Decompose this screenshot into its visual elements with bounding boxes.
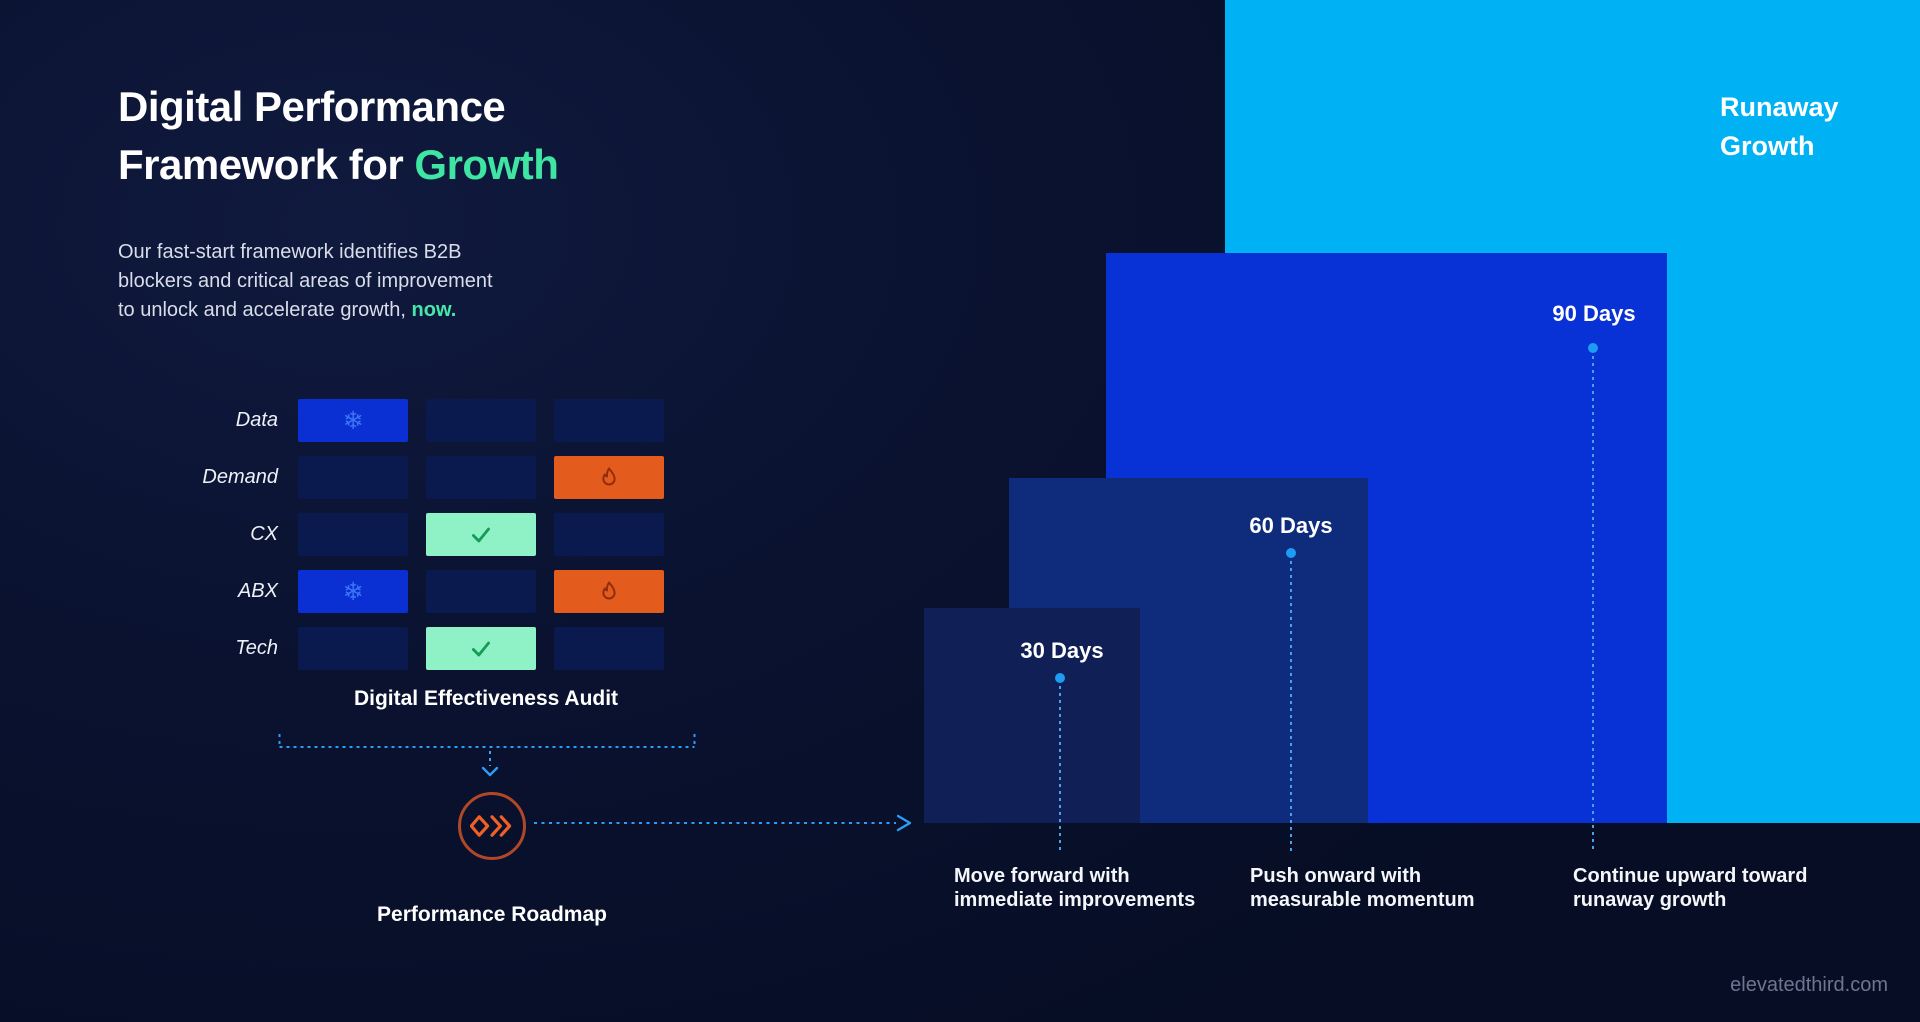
bar-30-days bbox=[924, 608, 1140, 823]
callout-line-60 bbox=[1290, 561, 1292, 853]
dot-30-days bbox=[1055, 673, 1065, 683]
roadmap-badge bbox=[458, 792, 526, 860]
audit-row-label: Demand bbox=[202, 466, 278, 488]
runaway-growth-label: Runaway Growth bbox=[1720, 92, 1839, 161]
audit-cell-good bbox=[426, 627, 536, 670]
label-30-days: 30 Days bbox=[1020, 638, 1104, 663]
desc-60-days: Push onward with measurable momentum bbox=[1250, 865, 1475, 911]
audit-matrix: Data ❄ Demand CX ABX ❄ Tech bbox=[130, 399, 664, 670]
audit-cell-hot bbox=[554, 456, 664, 499]
audit-cell-empty bbox=[426, 399, 536, 442]
audit-cell-empty bbox=[554, 399, 664, 442]
audit-row-label: Tech bbox=[235, 637, 278, 659]
callout-line-30 bbox=[1059, 686, 1061, 853]
audit-cell-empty bbox=[426, 570, 536, 613]
check-icon bbox=[472, 641, 490, 656]
website-url: elevatedthird.com bbox=[1730, 974, 1888, 996]
desc-90-days: Continue upward toward runaway growth bbox=[1573, 865, 1808, 911]
audit-cell-empty bbox=[554, 513, 664, 556]
audit-cell-empty bbox=[298, 627, 408, 670]
title-accent: Growth bbox=[414, 141, 559, 188]
bracket-drop-line bbox=[489, 751, 491, 766]
connector-arrow-right bbox=[534, 814, 912, 832]
bracket-dashed bbox=[278, 734, 696, 748]
title-line2: Framework for bbox=[118, 141, 404, 188]
audit-cell-frozen: ❄ bbox=[298, 570, 408, 613]
label-90-days: 90 Days bbox=[1552, 301, 1636, 326]
label-60-days: 60 Days bbox=[1249, 513, 1333, 538]
desc-30-days: Move forward with immediate improvements bbox=[954, 865, 1196, 911]
roadmap-caption: Performance Roadmap bbox=[377, 903, 607, 926]
audit-row-label: CX bbox=[250, 523, 278, 545]
audit-cell-empty bbox=[298, 456, 408, 499]
audit-cell-good bbox=[426, 513, 536, 556]
audit-cell-frozen: ❄ bbox=[298, 399, 408, 442]
flame-icon bbox=[602, 466, 616, 485]
audit-caption: Digital Effectiveness Audit bbox=[353, 687, 619, 710]
dot-60-days bbox=[1286, 548, 1296, 558]
elevated-third-logo bbox=[470, 815, 512, 837]
title-line1: Digital Performance bbox=[118, 83, 506, 130]
page-title: Digital Performance Framework for Growth bbox=[118, 78, 559, 194]
flame-icon bbox=[602, 580, 616, 599]
arrow-right-icon bbox=[896, 814, 912, 832]
snowflake-icon: ❄ bbox=[342, 577, 364, 606]
audit-row-label: ABX bbox=[237, 580, 278, 602]
snowflake-icon: ❄ bbox=[342, 406, 364, 435]
audit-cell-empty bbox=[554, 627, 664, 670]
chevron-down-icon bbox=[481, 766, 499, 777]
audit-cell-empty bbox=[298, 513, 408, 556]
audit-row-label: Data bbox=[235, 409, 278, 431]
dot-90-days bbox=[1588, 343, 1598, 353]
callout-line-90 bbox=[1592, 356, 1594, 853]
check-icon bbox=[472, 527, 490, 542]
audit-cell-empty bbox=[426, 456, 536, 499]
intro-accent: now. bbox=[411, 299, 457, 321]
intro-text: Our fast-start framework identifies B2B … bbox=[118, 241, 493, 321]
audit-cell-hot bbox=[554, 570, 664, 613]
